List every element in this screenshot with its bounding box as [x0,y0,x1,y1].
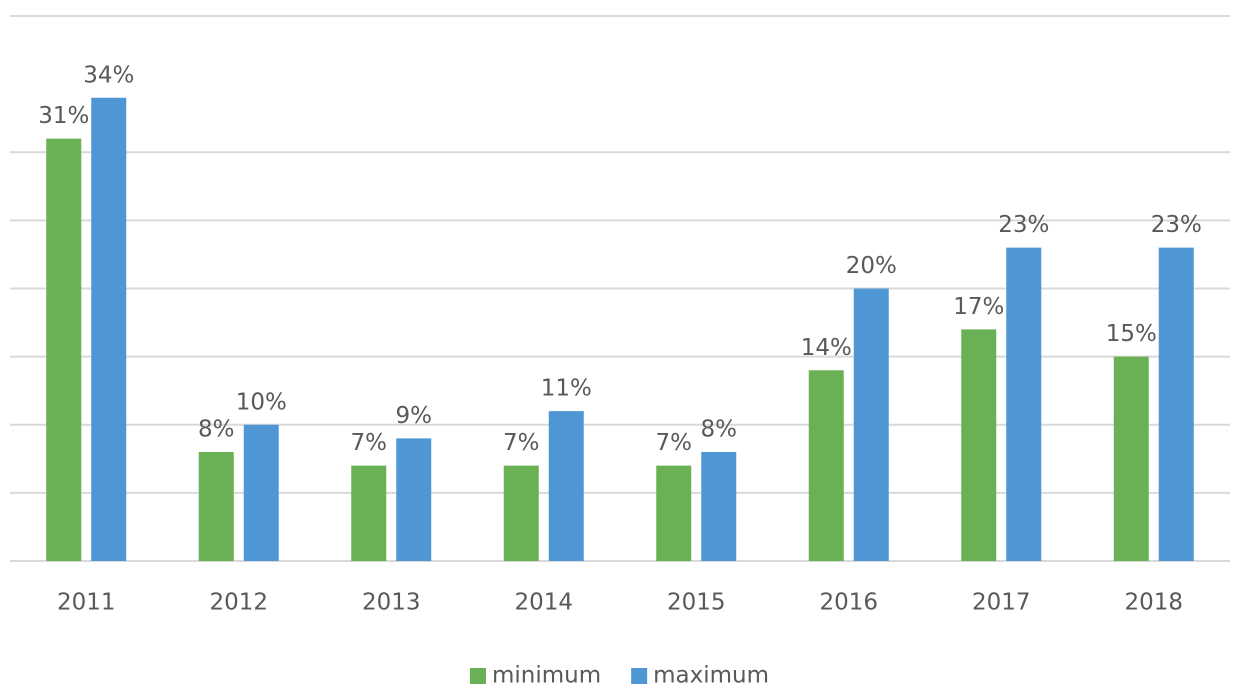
bar [91,97,127,561]
bar [243,424,279,561]
legend-label: minimum [492,663,601,688]
data-label: 17% [953,294,1004,320]
x-tick-label: 2014 [514,590,573,616]
bar [503,465,539,561]
x-tick-label: 2013 [362,590,421,616]
bar [656,465,692,561]
data-label: 20% [846,253,897,279]
data-label: 11% [541,376,592,402]
x-tick-label: 2016 [819,590,878,616]
bar [548,411,584,561]
data-label: 8% [198,417,235,443]
bar [961,329,997,561]
bar [808,370,844,561]
bar [853,288,889,561]
legend-label: maximum [653,663,769,688]
bar [396,438,432,561]
bar [1158,247,1194,561]
data-label: 23% [1151,212,1202,238]
x-tick-label: 2018 [1124,590,1183,616]
data-label: 34% [83,62,134,88]
data-label: 7% [656,430,693,456]
legend-swatch [631,668,648,684]
bar [351,465,387,561]
data-label: 23% [998,212,1049,238]
bar [198,452,234,561]
bar [1006,247,1042,561]
data-label: 7% [503,430,540,456]
data-label: 14% [801,335,852,361]
data-label: 9% [396,403,433,429]
data-label: 31% [38,103,89,129]
data-label: 10% [236,389,287,415]
bar [701,452,737,561]
bar [46,138,82,561]
x-tick-label: 2011 [57,590,116,616]
legend-swatch [470,668,486,684]
data-label: 8% [701,417,738,443]
data-label: 15% [1106,321,1157,347]
bar [1113,356,1149,561]
x-tick-label: 2017 [972,590,1031,616]
x-tick-label: 2015 [667,590,726,616]
x-tick-label: 2012 [209,590,268,616]
data-label: 7% [351,430,388,456]
